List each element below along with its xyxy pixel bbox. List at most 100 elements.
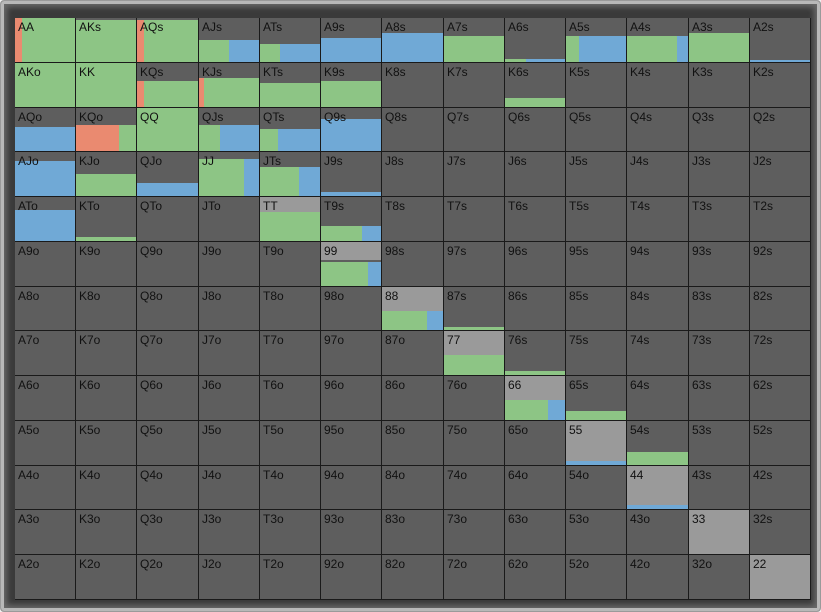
hand-cell-Q9o[interactable]: Q9o: [137, 242, 199, 287]
hand-cell-Q2o[interactable]: Q2o: [137, 555, 199, 600]
hand-cell-J5s[interactable]: J5s: [566, 152, 627, 197]
hand-cell-83o[interactable]: 83o: [382, 510, 444, 555]
hand-cell-54s[interactable]: 54s: [627, 421, 689, 466]
hand-cell-J4s[interactable]: J4s: [627, 152, 689, 197]
hand-cell-J3s[interactable]: J3s: [689, 152, 750, 197]
hand-cell-K7o[interactable]: K7o: [76, 331, 137, 376]
hand-cell-A5o[interactable]: A5o: [15, 421, 76, 466]
hand-cell-42o[interactable]: 42o: [627, 555, 689, 600]
hand-cell-AKs[interactable]: AKs: [76, 18, 137, 63]
hand-cell-Q3o[interactable]: Q3o: [137, 510, 199, 555]
hand-cell-J3o[interactable]: J3o: [199, 510, 260, 555]
hand-cell-K6s[interactable]: K6s: [505, 63, 566, 108]
hand-cell-Q8s[interactable]: Q8s: [382, 108, 444, 152]
hand-cell-T3s[interactable]: T3s: [689, 197, 750, 242]
hand-cell-74s[interactable]: 74s: [627, 331, 689, 376]
hand-cell-QJs[interactable]: QJs: [199, 108, 260, 152]
hand-cell-QTs[interactable]: QTs: [260, 108, 321, 152]
hand-cell-A2o[interactable]: A2o: [15, 555, 76, 600]
hand-cell-A4s[interactable]: A4s: [627, 18, 689, 63]
hand-cell-T7o[interactable]: T7o: [260, 331, 321, 376]
hand-cell-Q4o[interactable]: Q4o: [137, 466, 199, 510]
hand-cell-42s[interactable]: 42s: [750, 466, 811, 510]
hand-cell-ATs[interactable]: ATs: [260, 18, 321, 63]
hand-cell-87s[interactable]: 87s: [444, 287, 505, 331]
hand-cell-AA[interactable]: AA: [15, 18, 76, 63]
hand-cell-A4o[interactable]: A4o: [15, 466, 76, 510]
hand-cell-85o[interactable]: 85o: [382, 421, 444, 466]
hand-cell-43s[interactable]: 43s: [689, 466, 750, 510]
hand-cell-T3o[interactable]: T3o: [260, 510, 321, 555]
hand-cell-A7o[interactable]: A7o: [15, 331, 76, 376]
hand-cell-83s[interactable]: 83s: [689, 287, 750, 331]
hand-cell-73s[interactable]: 73s: [689, 331, 750, 376]
hand-cell-Q5s[interactable]: Q5s: [566, 108, 627, 152]
hand-cell-96o[interactable]: 96o: [321, 376, 382, 421]
hand-cell-92s[interactable]: 92s: [750, 242, 811, 287]
hand-cell-T5s[interactable]: T5s: [566, 197, 627, 242]
hand-cell-AQo[interactable]: AQo: [15, 108, 76, 152]
hand-cell-55[interactable]: 55: [566, 421, 627, 466]
hand-cell-Q4s[interactable]: Q4s: [627, 108, 689, 152]
hand-cell-Q7s[interactable]: Q7s: [444, 108, 505, 152]
hand-cell-QTo[interactable]: QTo: [137, 197, 199, 242]
hand-cell-J2o[interactable]: J2o: [199, 555, 260, 600]
hand-cell-66[interactable]: 66: [505, 376, 566, 421]
hand-cell-62o[interactable]: 62o: [505, 555, 566, 600]
hand-cell-94s[interactable]: 94s: [627, 242, 689, 287]
hand-cell-52s[interactable]: 52s: [750, 421, 811, 466]
hand-cell-T5o[interactable]: T5o: [260, 421, 321, 466]
hand-cell-88[interactable]: 88: [382, 287, 444, 331]
hand-cell-85s[interactable]: 85s: [566, 287, 627, 331]
hand-cell-T6s[interactable]: T6s: [505, 197, 566, 242]
hand-cell-52o[interactable]: 52o: [566, 555, 627, 600]
hand-cell-J9s[interactable]: J9s: [321, 152, 382, 197]
hand-cell-K5s[interactable]: K5s: [566, 63, 627, 108]
hand-cell-T8o[interactable]: T8o: [260, 287, 321, 331]
hand-cell-KTs[interactable]: KTs: [260, 63, 321, 108]
hand-cell-K9o[interactable]: K9o: [76, 242, 137, 287]
hand-cell-KTo[interactable]: KTo: [76, 197, 137, 242]
hand-cell-65o[interactable]: 65o: [505, 421, 566, 466]
hand-cell-93s[interactable]: 93s: [689, 242, 750, 287]
hand-cell-75s[interactable]: 75s: [566, 331, 627, 376]
hand-cell-J8s[interactable]: J8s: [382, 152, 444, 197]
hand-cell-T9s[interactable]: T9s: [321, 197, 382, 242]
hand-cell-J8o[interactable]: J8o: [199, 287, 260, 331]
hand-cell-73o[interactable]: 73o: [444, 510, 505, 555]
hand-cell-A6s[interactable]: A6s: [505, 18, 566, 63]
hand-cell-AQs[interactable]: AQs: [137, 18, 199, 63]
hand-cell-T4s[interactable]: T4s: [627, 197, 689, 242]
hand-cell-JJ[interactable]: JJ: [199, 152, 260, 197]
hand-cell-K4o[interactable]: K4o: [76, 466, 137, 510]
hand-cell-84s[interactable]: 84s: [627, 287, 689, 331]
hand-cell-76o[interactable]: 76o: [444, 376, 505, 421]
hand-cell-53o[interactable]: 53o: [566, 510, 627, 555]
hand-cell-Q6o[interactable]: Q6o: [137, 376, 199, 421]
hand-cell-A3o[interactable]: A3o: [15, 510, 76, 555]
hand-cell-A8o[interactable]: A8o: [15, 287, 76, 331]
hand-cell-98s[interactable]: 98s: [382, 242, 444, 287]
hand-cell-K7s[interactable]: K7s: [444, 63, 505, 108]
hand-cell-72s[interactable]: 72s: [750, 331, 811, 376]
hand-cell-54o[interactable]: 54o: [566, 466, 627, 510]
hand-cell-Q5o[interactable]: Q5o: [137, 421, 199, 466]
hand-cell-K6o[interactable]: K6o: [76, 376, 137, 421]
hand-cell-T2o[interactable]: T2o: [260, 555, 321, 600]
hand-cell-AJs[interactable]: AJs: [199, 18, 260, 63]
hand-cell-JTo[interactable]: JTo: [199, 197, 260, 242]
hand-cell-76s[interactable]: 76s: [505, 331, 566, 376]
hand-cell-TT[interactable]: TT: [260, 197, 321, 242]
hand-cell-K5o[interactable]: K5o: [76, 421, 137, 466]
hand-cell-K8o[interactable]: K8o: [76, 287, 137, 331]
hand-cell-J6s[interactable]: J6s: [505, 152, 566, 197]
hand-cell-J7s[interactable]: J7s: [444, 152, 505, 197]
hand-cell-63o[interactable]: 63o: [505, 510, 566, 555]
hand-cell-94o[interactable]: 94o: [321, 466, 382, 510]
hand-cell-33[interactable]: 33: [689, 510, 750, 555]
hand-cell-K3o[interactable]: K3o: [76, 510, 137, 555]
hand-cell-82s[interactable]: 82s: [750, 287, 811, 331]
hand-cell-J7o[interactable]: J7o: [199, 331, 260, 376]
hand-cell-77[interactable]: 77: [444, 331, 505, 376]
hand-cell-97s[interactable]: 97s: [444, 242, 505, 287]
